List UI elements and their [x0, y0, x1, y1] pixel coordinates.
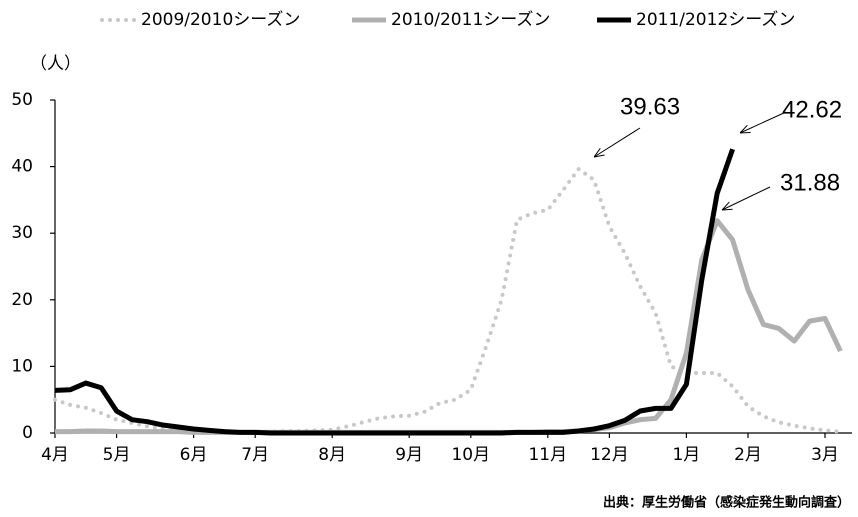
annotation-arrow [594, 127, 641, 157]
x-tick-label: 6月 [180, 445, 208, 465]
x-tick-label: 3月 [811, 445, 839, 465]
x-tick-label: 8月 [318, 445, 346, 465]
y-tick-label: 10 [11, 356, 33, 376]
x-tick-label: 1月 [672, 445, 700, 465]
y-tick-label: 0 [22, 423, 33, 443]
x-tick-label: 7月 [241, 445, 269, 465]
annotation-arrow [722, 186, 771, 210]
x-tick-label: 4月 [41, 445, 69, 465]
legend-label: 2010/2011シーズン [391, 10, 550, 30]
y-tick-label: 50 [11, 90, 33, 110]
annotation: 31.88 [780, 169, 840, 196]
x-tick-label: 10月 [451, 445, 490, 465]
series-line [53, 166, 843, 434]
annotation: 39.63 [620, 93, 680, 120]
x-tick-label: 2月 [734, 445, 762, 465]
x-tick-label: 11月 [528, 445, 567, 465]
y-axis-label: （人） [30, 54, 81, 74]
x-tick-label: 5月 [103, 445, 131, 465]
source-note: 出典：厚生労働省（感染症発生動向調査） [603, 495, 850, 511]
y-tick-label: 20 [11, 290, 33, 310]
y-tick-label: 30 [11, 223, 33, 243]
legend-label: 2011/2012シーズン [636, 10, 795, 30]
x-tick-label: 12月 [590, 445, 629, 465]
legend-label: 2009/2010シーズン [141, 10, 300, 30]
y-tick-label: 40 [11, 157, 33, 177]
annotation: 42.62 [782, 96, 842, 123]
x-tick-label: 9月 [395, 445, 423, 465]
series-line [54, 148, 735, 436]
annotation-arrow [740, 111, 787, 133]
